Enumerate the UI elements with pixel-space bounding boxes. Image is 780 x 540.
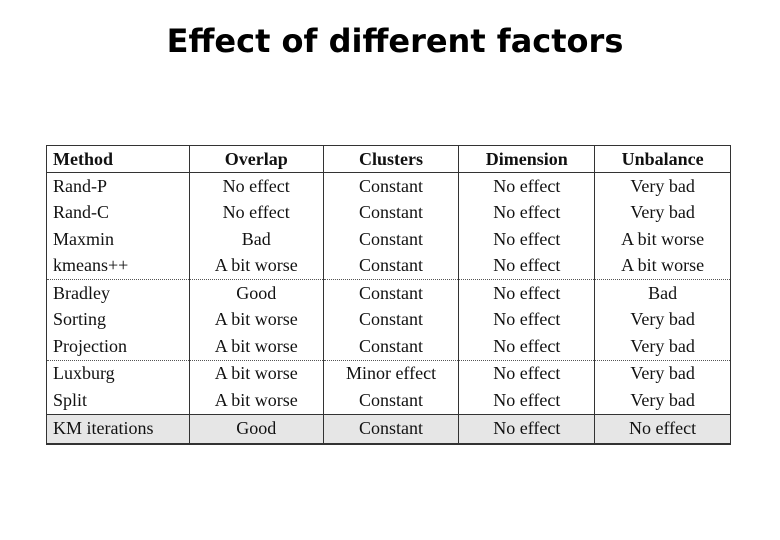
cell-overlap: Good (188, 279, 324, 307)
cell-dimension: No effect (458, 360, 595, 387)
cell-unbalance: Very bad (594, 306, 731, 333)
cell-overlap: A bit worse (188, 306, 324, 333)
table-row-highlighted: KM iterations Good Constant No effect No… (46, 414, 731, 445)
cell-overlap: No effect (188, 199, 324, 226)
table-row: Rand-C No effect Constant No effect Very… (47, 199, 731, 226)
cell-clusters: Constant (322, 387, 459, 415)
table-row: Sorting A bit worse Constant No effect V… (47, 306, 731, 333)
cell-method: Bradley (53, 282, 110, 303)
cell-overlap: A bit worse (188, 387, 324, 415)
cell-overlap: A bit worse (188, 360, 324, 387)
cell-dimension: No effect (458, 226, 595, 253)
factors-table: Method Overlap Clusters Dimension Unbala… (46, 145, 731, 445)
header-unbalance: Unbalance (594, 145, 731, 173)
cell-clusters: Constant (322, 414, 459, 445)
cell-method: Projection (46, 333, 190, 361)
cell-dimension: No effect (458, 306, 595, 333)
cell-dimension: No effect (458, 279, 595, 307)
cell-method: kmeans++ (46, 252, 190, 280)
cell-overlap: Good (188, 414, 324, 445)
cell-dimension: No effect (458, 252, 595, 280)
cell-unbalance: Bad (594, 279, 731, 307)
cell-method: Maxmin (53, 228, 114, 249)
cell-unbalance: A bit worse (594, 226, 731, 253)
header-dimension: Dimension (458, 145, 595, 173)
cell-unbalance: Very bad (594, 360, 731, 387)
cell-method: Split (46, 387, 190, 415)
cell-clusters: Constant (322, 252, 459, 280)
table-header-row: Method Overlap Clusters Dimension Unbala… (46, 145, 731, 173)
cell-overlap: Bad (188, 226, 324, 253)
cell-unbalance: Very bad (594, 199, 731, 226)
cell-overlap: A bit worse (188, 252, 324, 280)
cell-dimension: No effect (458, 414, 595, 445)
cell-dimension: No effect (458, 387, 595, 415)
cell-method: Rand-P (53, 175, 107, 196)
factors-table-container: Method Overlap Clusters Dimension Unbala… (46, 145, 731, 445)
cell-dimension: No effect (458, 172, 595, 200)
table-row: Split A bit worse Constant No effect Ver… (46, 387, 731, 415)
table-row: Rand-P No effect Constant No effect Very… (47, 172, 731, 200)
cell-clusters: Constant (322, 306, 459, 333)
cell-clusters: Minor effect (322, 360, 459, 387)
cell-method: KM iterations (46, 414, 190, 445)
cell-method: Luxburg (53, 363, 115, 384)
cell-unbalance: A bit worse (594, 252, 731, 280)
cell-clusters: Constant (322, 279, 459, 307)
cell-dimension: No effect (458, 199, 595, 226)
table-row: Bradley Good Constant No effect Bad (47, 279, 731, 307)
cell-dimension: No effect (458, 333, 595, 361)
cell-unbalance: Very bad (594, 172, 731, 200)
table-row: Projection A bit worse Constant No effec… (46, 333, 731, 361)
header-method: Method (46, 145, 190, 173)
cell-clusters: Constant (322, 199, 459, 226)
cell-method: Sorting (53, 309, 107, 330)
cell-clusters: Constant (322, 333, 459, 361)
table-row: kmeans++ A bit worse Constant No effect … (46, 252, 731, 280)
cell-unbalance: Very bad (594, 387, 731, 415)
cell-overlap: No effect (188, 172, 324, 200)
page-title: Effect of different factors (166, 22, 624, 60)
table-row: Maxmin Bad Constant No effect A bit wors… (47, 226, 731, 253)
cell-unbalance: Very bad (594, 333, 731, 361)
cell-clusters: Constant (322, 226, 459, 253)
header-clusters: Clusters (322, 145, 459, 173)
header-overlap: Overlap (188, 145, 324, 173)
cell-overlap: A bit worse (188, 333, 324, 361)
cell-unbalance: No effect (594, 414, 731, 445)
table-row: Luxburg A bit worse Minor effect No effe… (47, 360, 731, 387)
cell-method: Rand-C (53, 202, 109, 223)
cell-clusters: Constant (322, 172, 459, 200)
